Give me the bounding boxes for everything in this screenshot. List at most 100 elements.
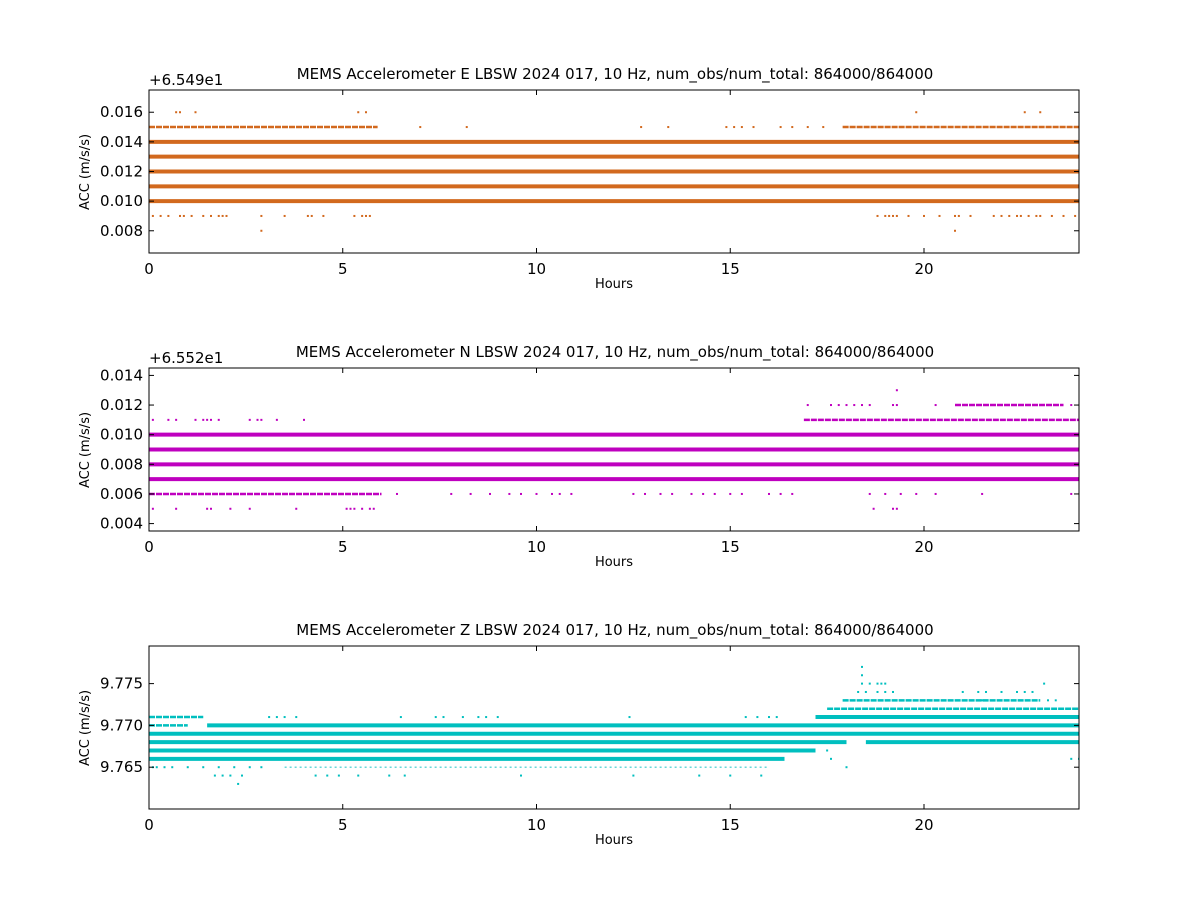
plot-marks-z [149,665,1079,785]
y-tick-label-e-1: 0.010 [100,192,143,210]
y-axis-label-n: ACC (m/s/s) [78,412,93,488]
data-point-e-49 [957,214,960,217]
data-point-e-16 [779,126,782,129]
data-point-z-44 [845,766,848,769]
data-point-n-47 [868,492,871,495]
data-point-e-19 [822,126,825,129]
y-tick-label-e-2: 0.012 [100,163,143,181]
data-point-e-36 [353,214,356,217]
data-point-z-52 [876,682,879,685]
data-point-z-22 [698,774,701,777]
data-point-n-6 [210,418,212,421]
data-point-n-37 [659,492,662,495]
data-point-n-38 [671,492,674,495]
y-tick-label-n-4: 0.012 [100,396,143,414]
data-point-e-46 [923,214,925,217]
data-point-e-32 [283,214,286,217]
chart-title-n: MEMS Accelerometer N LBSW 2024 017, 10 H… [296,343,934,362]
data-point-n-15 [837,404,840,407]
data-point-e-10 [640,126,643,129]
data-point-n-22 [934,404,937,407]
y-tick-label-n-1: 0.006 [100,485,143,503]
data-point-z-18 [388,774,391,777]
data-point-z-64 [985,690,987,693]
x-axis-label-n: Hours [595,555,633,570]
x-tick-label-z-4: 20 [914,816,933,834]
x-tick-label-e-4: 20 [914,260,933,278]
data-point-n-34 [570,492,573,495]
y-offset-label-e: +6.549e1 [149,71,223,89]
data-point-z-71 [1054,699,1057,702]
data-point-z-63 [977,690,980,693]
data-point-z-53 [880,682,883,685]
data-point-e-30 [225,214,228,217]
data-point-z-38 [744,716,747,719]
data-point-n-54 [151,507,154,510]
y-offset-label-n: +6.552e1 [149,349,223,367]
data-point-e-8 [419,126,422,129]
x-tick-label-e-2: 10 [527,260,546,278]
x-tick-label-e-1: 5 [338,260,348,278]
data-point-z-48 [884,690,887,693]
data-point-e-44 [895,214,898,217]
data-point-n-48 [884,492,887,495]
data-point-z-51 [868,682,871,685]
data-point-n-59 [248,507,251,510]
data-point-n-46 [791,492,794,495]
data-point-z-14 [314,774,317,777]
data-point-n-65 [368,507,371,510]
data-point-z-41 [775,716,778,719]
data-point-e-61 [1074,214,1077,217]
data-point-e-5 [915,111,918,114]
data-point-n-19 [868,404,871,407]
data-point-n-20 [892,404,894,407]
data-point-n-21 [895,404,898,407]
data-point-e-6 [1023,111,1026,114]
data-point-e-22 [167,214,170,217]
data-point-n-7 [217,418,220,421]
data-point-n-28 [489,492,491,495]
x-axis-label-z: Hours [595,833,633,848]
data-point-e-11 [667,126,670,129]
data-point-n-39 [690,492,693,495]
data-point-n-64 [361,507,364,510]
data-point-z-36 [496,716,499,719]
data-point-n-29 [508,492,511,495]
data-point-z-62 [961,690,964,693]
data-point-e-33 [306,214,309,217]
data-point-e-20 [151,214,154,217]
data-point-n-43 [740,492,743,495]
data-point-n-18 [861,404,863,407]
data-point-z-65 [1000,690,1003,693]
data-point-e-0 [175,111,178,114]
data-point-z-7 [233,766,236,769]
data-point-n-26 [450,492,453,495]
data-point-n-62 [349,507,352,510]
data-point-e-9 [465,126,468,129]
data-point-z-6 [217,766,220,769]
data-point-e-60 [1062,214,1065,217]
data-point-e-15 [752,126,755,129]
data-point-z-23 [729,774,732,777]
data-point-e-50 [969,214,972,217]
plot-frame-z [148,645,1080,810]
data-point-e-37 [361,214,364,217]
data-point-z-30 [399,716,402,719]
data-point-n-12 [303,418,305,421]
data-point-z-37 [628,716,631,719]
data-point-z-70 [1047,699,1049,702]
data-point-z-34 [477,716,480,719]
data-point-z-3 [171,766,174,769]
data-point-n-17 [853,404,856,407]
data-point-n-10 [260,418,263,421]
data-point-e-31 [260,214,263,217]
data-point-e-25 [190,214,193,217]
data-point-n-40 [702,492,705,495]
data-point-n-8 [248,418,251,421]
data-point-z-24 [760,774,763,777]
data-point-z-57 [845,699,848,702]
data-point-e-63 [954,229,956,232]
data-point-z-17 [357,774,360,777]
panel-n: MEMS Accelerometer N LBSW 2024 017, 10 H… [78,343,1080,570]
x-tick-label-n-2: 10 [527,538,546,556]
